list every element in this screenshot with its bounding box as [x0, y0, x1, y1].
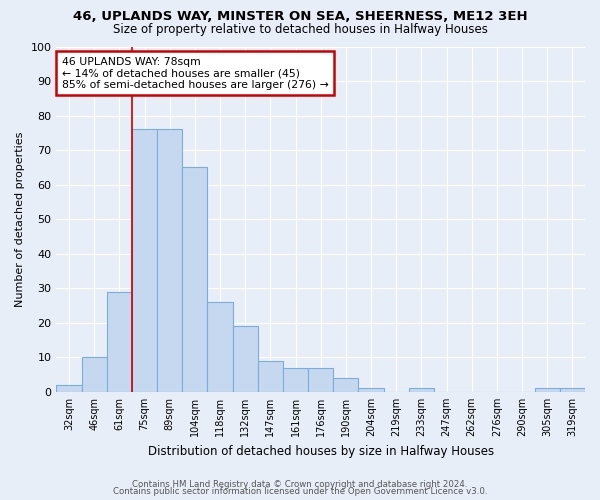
- Text: Size of property relative to detached houses in Halfway Houses: Size of property relative to detached ho…: [113, 22, 487, 36]
- Y-axis label: Number of detached properties: Number of detached properties: [15, 132, 25, 307]
- Bar: [56, 385, 82, 392]
- Bar: [333, 378, 358, 392]
- Bar: [409, 388, 434, 392]
- Text: 46 UPLANDS WAY: 78sqm
← 14% of detached houses are smaller (45)
85% of semi-deta: 46 UPLANDS WAY: 78sqm ← 14% of detached …: [62, 57, 328, 90]
- Text: Contains public sector information licensed under the Open Government Licence v3: Contains public sector information licen…: [113, 487, 487, 496]
- Text: Contains HM Land Registry data © Crown copyright and database right 2024.: Contains HM Land Registry data © Crown c…: [132, 480, 468, 489]
- Bar: [157, 130, 182, 392]
- Text: 46, UPLANDS WAY, MINSTER ON SEA, SHEERNESS, ME12 3EH: 46, UPLANDS WAY, MINSTER ON SEA, SHEERNE…: [73, 10, 527, 23]
- Bar: [208, 302, 233, 392]
- Bar: [132, 130, 157, 392]
- Bar: [107, 292, 132, 392]
- Bar: [308, 368, 333, 392]
- Bar: [535, 388, 560, 392]
- Bar: [358, 388, 383, 392]
- Bar: [283, 368, 308, 392]
- Bar: [233, 326, 258, 392]
- X-axis label: Distribution of detached houses by size in Halfway Houses: Distribution of detached houses by size …: [148, 444, 494, 458]
- Bar: [182, 168, 208, 392]
- Bar: [560, 388, 585, 392]
- Bar: [82, 358, 107, 392]
- Bar: [258, 361, 283, 392]
